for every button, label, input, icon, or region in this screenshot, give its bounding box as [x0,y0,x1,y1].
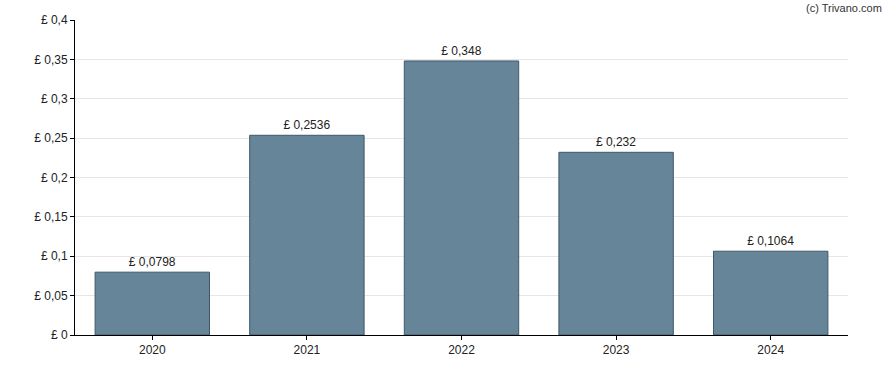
svg-text:£ 0: £ 0 [51,328,68,342]
svg-text:£ 0,348: £ 0,348 [441,44,481,58]
svg-text:2022: 2022 [448,343,475,357]
svg-text:2024: 2024 [757,343,784,357]
svg-text:£ 0,3: £ 0,3 [41,92,68,106]
svg-text:£ 0,0798: £ 0,0798 [129,255,176,269]
svg-text:£ 0,05: £ 0,05 [34,289,68,303]
svg-text:£ 0,1064: £ 0,1064 [747,234,794,248]
svg-text:£ 0,15: £ 0,15 [34,210,68,224]
svg-text:£ 0,25: £ 0,25 [34,131,68,145]
svg-text:£ 0,35: £ 0,35 [34,53,68,67]
svg-text:£ 0,4: £ 0,4 [41,13,68,27]
svg-text:2021: 2021 [294,343,321,357]
svg-text:2020: 2020 [139,343,166,357]
svg-text:£ 0,2536: £ 0,2536 [283,118,330,132]
svg-text:£ 0,2: £ 0,2 [41,171,68,185]
svg-text:(c) Trivano.com: (c) Trivano.com [806,2,882,14]
svg-text:£ 0,232: £ 0,232 [596,135,636,149]
svg-text:£ 0,1: £ 0,1 [41,249,68,263]
svg-text:2023: 2023 [603,343,630,357]
